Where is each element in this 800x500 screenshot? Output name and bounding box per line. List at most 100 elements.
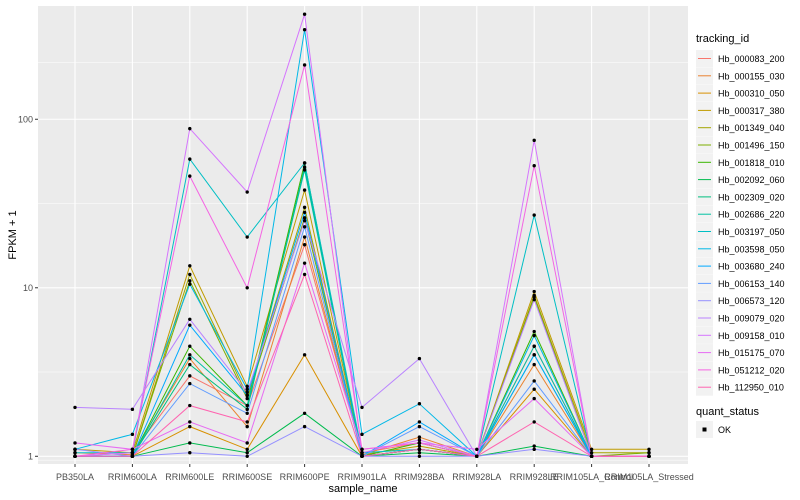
data-point bbox=[245, 454, 249, 458]
data-point bbox=[417, 435, 422, 439]
data-point bbox=[302, 353, 307, 357]
data-point bbox=[532, 164, 536, 168]
x-tick-label: RRIM600LA bbox=[108, 472, 157, 482]
x-tick-label: RRIM928LA bbox=[452, 472, 501, 482]
data-point bbox=[245, 411, 249, 415]
legend-label: Hb_006573_120 bbox=[718, 296, 785, 306]
data-point bbox=[188, 381, 192, 386]
data-point bbox=[302, 216, 307, 220]
data-point bbox=[360, 451, 364, 455]
data-point bbox=[245, 393, 249, 398]
legend-label: Hb_000083_200 bbox=[718, 54, 785, 64]
data-point bbox=[188, 174, 192, 178]
data-point bbox=[302, 63, 307, 67]
data-point bbox=[73, 451, 77, 455]
data-point bbox=[245, 420, 249, 424]
data-point bbox=[188, 282, 192, 286]
data-point bbox=[302, 424, 307, 429]
legend-label: Hb_001349_040 bbox=[718, 123, 785, 133]
data-point bbox=[188, 451, 192, 455]
data-point bbox=[188, 344, 192, 348]
legend-label: Hb_003680_240 bbox=[718, 262, 785, 272]
data-point bbox=[532, 213, 536, 217]
data-point bbox=[302, 168, 307, 172]
data-point bbox=[532, 444, 536, 448]
data-point bbox=[302, 161, 307, 165]
data-point bbox=[302, 261, 307, 265]
data-point bbox=[532, 289, 536, 294]
y-axis: 1 10 100 bbox=[18, 114, 38, 461]
legend-label: Hb_003197_050 bbox=[718, 227, 785, 237]
data-point bbox=[130, 447, 135, 452]
data-point bbox=[73, 441, 77, 445]
data-point bbox=[130, 451, 135, 455]
x-tick-label: RRIM928LE bbox=[510, 472, 559, 482]
data-point bbox=[532, 353, 536, 357]
data-point bbox=[532, 387, 536, 391]
data-point bbox=[532, 297, 536, 302]
legend-label: Hb_003598_050 bbox=[718, 244, 785, 254]
data-point bbox=[417, 356, 422, 361]
data-point bbox=[532, 329, 536, 334]
data-point bbox=[302, 188, 307, 192]
data-point bbox=[532, 138, 536, 143]
data-point bbox=[73, 454, 77, 458]
data-point bbox=[130, 454, 135, 458]
data-point bbox=[188, 356, 192, 361]
data-point bbox=[188, 353, 192, 357]
data-point bbox=[532, 344, 536, 348]
x-tick-label: RRIM600LE bbox=[165, 472, 214, 482]
data-point bbox=[475, 454, 479, 458]
data-point bbox=[73, 447, 77, 452]
legend-title: tracking_id bbox=[696, 33, 749, 45]
data-point bbox=[647, 454, 651, 458]
data-point bbox=[188, 317, 192, 322]
y-tick-label: 1 bbox=[28, 451, 33, 461]
data-point bbox=[647, 447, 651, 452]
legend-label: Hb_002686_220 bbox=[718, 210, 785, 220]
data-point bbox=[245, 387, 249, 391]
x-tick-label: RRIM600PE bbox=[280, 472, 330, 482]
data-point bbox=[188, 126, 192, 131]
data-point bbox=[188, 157, 192, 161]
data-point bbox=[302, 243, 307, 247]
data-point bbox=[188, 403, 192, 408]
legend-label: Hb_001496_150 bbox=[718, 141, 785, 151]
data-point bbox=[245, 407, 249, 412]
data-point bbox=[589, 454, 594, 458]
data-point bbox=[245, 286, 249, 290]
data-point bbox=[417, 438, 422, 442]
legend-label: Hb_015175_070 bbox=[718, 348, 785, 358]
legend-shape-title: quant_status bbox=[696, 406, 759, 418]
series-points bbox=[73, 12, 651, 458]
legend-shape-label: OK bbox=[718, 425, 731, 435]
data-point bbox=[417, 444, 422, 448]
legend-label: Hb_000155_030 bbox=[718, 71, 785, 81]
y-tick-label: 10 bbox=[23, 283, 33, 293]
y-tick-label: 100 bbox=[18, 114, 33, 124]
data-point bbox=[302, 12, 307, 16]
data-point bbox=[302, 272, 307, 277]
data-point bbox=[647, 451, 651, 455]
data-point bbox=[302, 219, 307, 223]
data-point bbox=[188, 272, 192, 277]
data-point bbox=[130, 432, 135, 437]
x-tick-label: PB350LA bbox=[56, 472, 94, 482]
data-point bbox=[245, 424, 249, 429]
legend-label: Hb_002092_060 bbox=[718, 175, 785, 185]
data-point bbox=[188, 441, 192, 445]
data-point bbox=[245, 190, 249, 194]
data-point bbox=[188, 374, 192, 378]
x-tick-label: RRIM928BA bbox=[394, 472, 444, 482]
data-point bbox=[417, 447, 422, 452]
legend: tracking_id Hb_000083_200 Hb_000155_030 Hb… bbox=[696, 33, 785, 438]
data-point bbox=[245, 451, 249, 455]
data-point bbox=[417, 402, 422, 406]
data-point bbox=[302, 27, 307, 32]
data-point bbox=[245, 235, 249, 239]
data-point bbox=[245, 384, 249, 389]
data-point bbox=[589, 447, 594, 452]
data-point bbox=[245, 390, 249, 394]
x-tick-label: RRIM600SE bbox=[222, 472, 272, 482]
